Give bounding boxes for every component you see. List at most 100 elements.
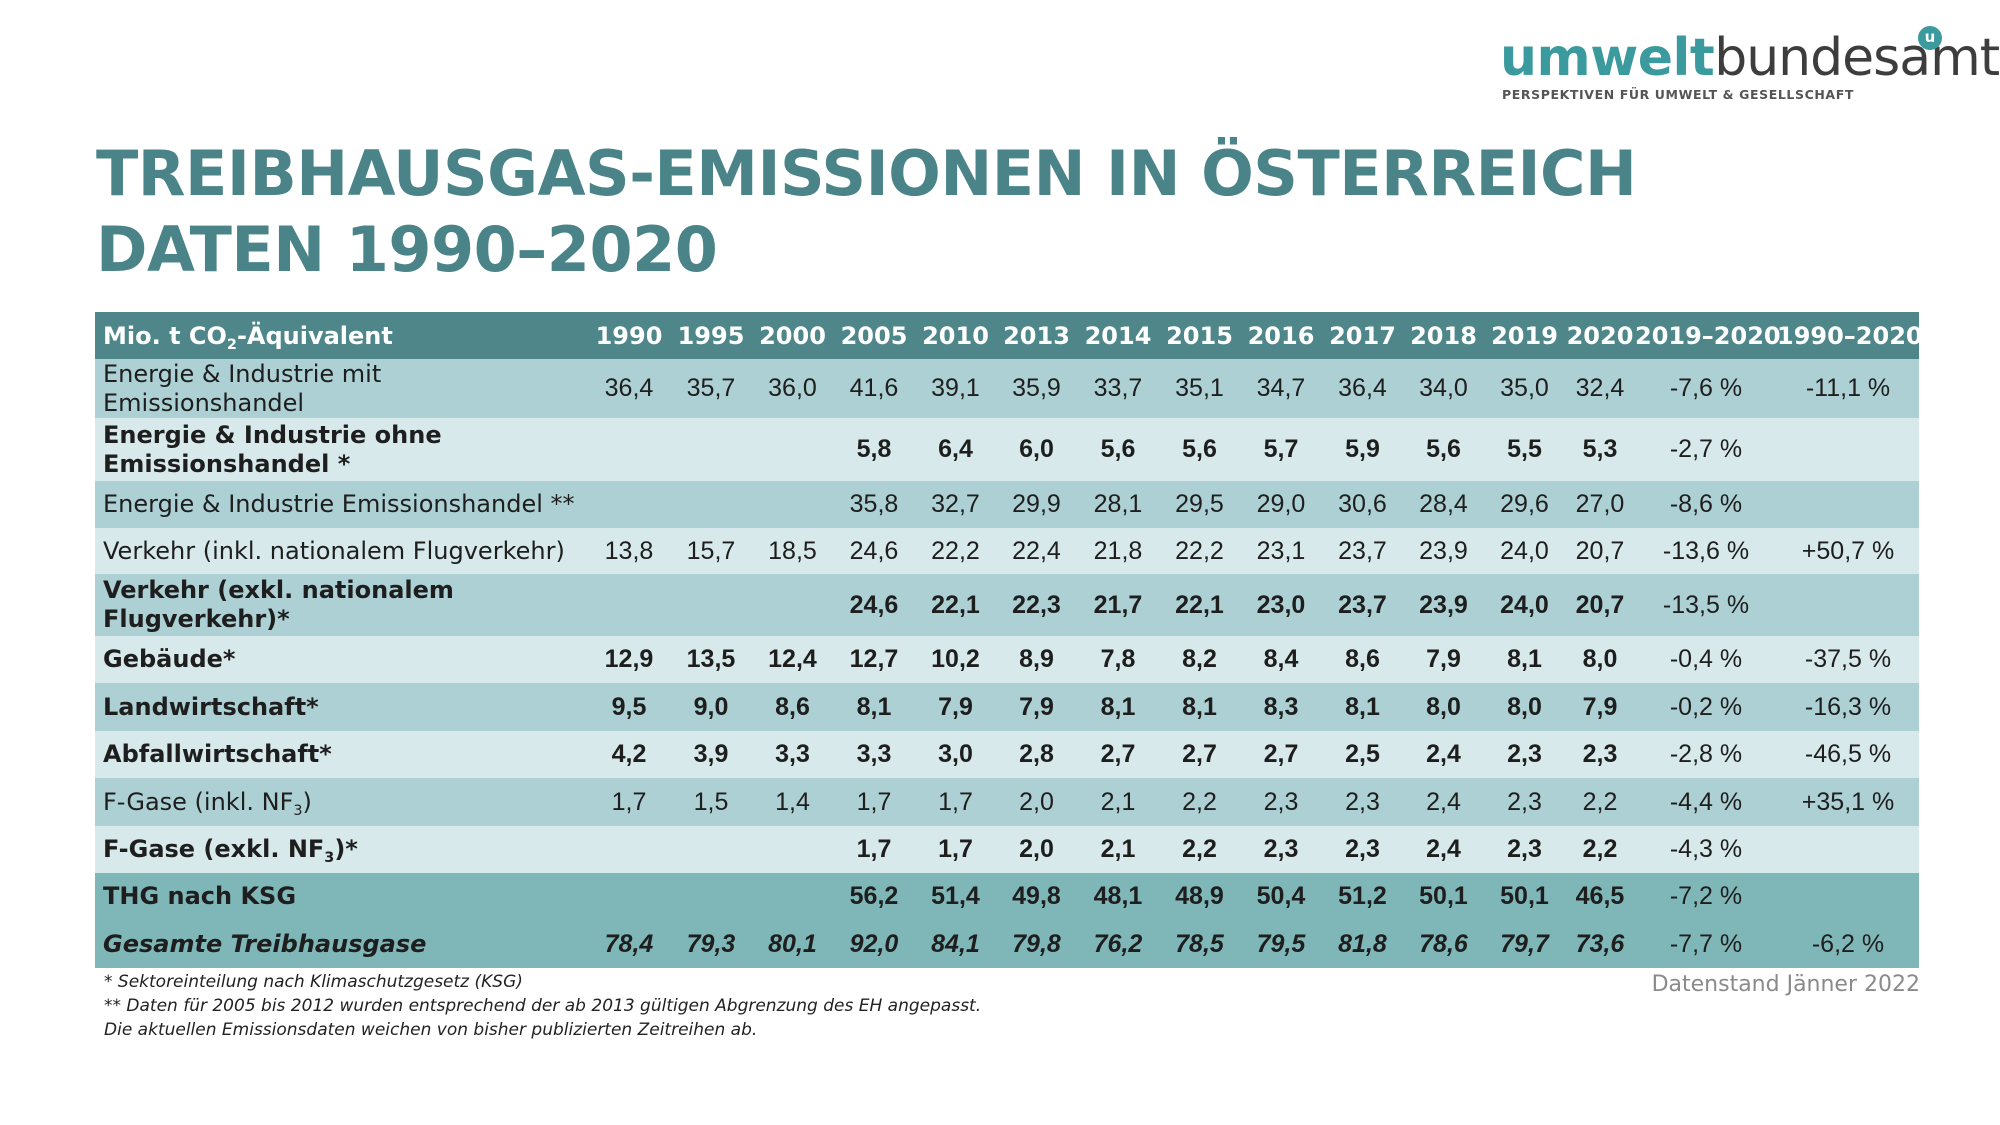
value-cell: 79,5: [1240, 920, 1322, 968]
change-cell: -7,6 %: [1635, 359, 1777, 418]
row-label: Abfallwirtschaft*: [95, 731, 588, 778]
value-cell: [670, 418, 752, 481]
value-cell: 27,0: [1565, 481, 1635, 528]
value-cell: 51,2: [1322, 873, 1403, 920]
value-cell: 28,4: [1403, 481, 1484, 528]
value-cell: 2,4: [1403, 731, 1484, 778]
table-header-row: Mio. t CO2-Äquivalent 1990 1995 2000 2005 20…: [95, 312, 1923, 359]
value-cell: 23,0: [1240, 574, 1322, 636]
value-cell: 32,7: [915, 481, 996, 528]
change-cell: -0,2 %: [1635, 683, 1777, 731]
value-cell: 22,4: [996, 528, 1077, 574]
value-cell: [588, 826, 670, 873]
value-cell: 2,4: [1403, 826, 1484, 873]
value-cell: [670, 481, 752, 528]
value-cell: 12,4: [752, 636, 833, 683]
value-cell: 8,0: [1484, 683, 1565, 731]
change-cell: [1777, 873, 1919, 920]
value-cell: 3,3: [752, 731, 833, 778]
row-label: F-Gase (inkl. NF3): [95, 778, 588, 826]
change-cell: -11,1 %: [1777, 359, 1919, 418]
change-cell: -13,6 %: [1635, 528, 1777, 574]
value-cell: 13,5: [670, 636, 752, 683]
value-cell: 4,2: [588, 731, 670, 778]
value-cell: 23,1: [1240, 528, 1322, 574]
value-cell: 2,2: [1565, 826, 1635, 873]
row-label: Energie & Industrie Emissionshandel **: [95, 481, 588, 528]
change-cell: -0,4 %: [1635, 636, 1777, 683]
footnotes: * Sektoreinteilung nach Klimaschutzgeset…: [104, 970, 981, 1042]
value-cell: 2,3: [1322, 826, 1403, 873]
value-cell: [752, 574, 833, 636]
change-cell: -7,2 %: [1635, 873, 1777, 920]
value-cell: 1,7: [833, 778, 915, 826]
value-cell: 46,5: [1565, 873, 1635, 920]
value-cell: 22,2: [915, 528, 996, 574]
value-cell: 23,9: [1403, 574, 1484, 636]
value-cell: 1,7: [915, 826, 996, 873]
logo-wordmark: umweltbundesamt: [1500, 28, 2000, 88]
value-cell: 18,5: [752, 528, 833, 574]
value-cell: 2,3: [1240, 826, 1322, 873]
value-cell: [752, 481, 833, 528]
logo-u-circle-icon: u: [1918, 26, 1942, 50]
value-cell: 8,0: [1565, 636, 1635, 683]
title-line-2: DATEN 1990–2020: [96, 213, 718, 286]
value-cell: 22,2: [1159, 528, 1240, 574]
value-cell: 2,5: [1322, 731, 1403, 778]
column-header: 2016: [1240, 312, 1322, 359]
value-cell: 7,9: [1565, 683, 1635, 731]
table-row: Verkehr (inkl. nationalem Flugverkehr) 13…: [95, 528, 1919, 574]
value-cell: 8,1: [1484, 636, 1565, 683]
column-header: 2013: [996, 312, 1077, 359]
value-cell: 15,7: [670, 528, 752, 574]
change-cell: -6,2 %: [1777, 920, 1919, 968]
value-cell: 2,7: [1240, 731, 1322, 778]
value-cell: 34,7: [1240, 359, 1322, 418]
value-cell: 48,9: [1159, 873, 1240, 920]
column-header: 2010: [915, 312, 996, 359]
value-cell: 32,4: [1565, 359, 1635, 418]
change-cell: [1777, 481, 1919, 528]
value-cell: 50,1: [1484, 873, 1565, 920]
value-cell: 1,7: [915, 778, 996, 826]
value-cell: 41,6: [833, 359, 915, 418]
value-cell: 78,6: [1403, 920, 1484, 968]
logo-tagline: PERSPEKTIVEN FÜR UMWELT & GESELLSCHAFT: [1502, 87, 1854, 102]
value-cell: 33,7: [1077, 359, 1159, 418]
change-cell: [1777, 418, 1919, 481]
value-cell: 78,4: [588, 920, 670, 968]
value-cell: 79,8: [996, 920, 1077, 968]
row-label: Energie & Industrie ohne Emissionshandel…: [95, 418, 588, 481]
column-header: 1990: [588, 312, 670, 359]
value-cell: 2,0: [996, 778, 1077, 826]
column-header: 2020: [1565, 312, 1635, 359]
value-cell: 5,6: [1159, 418, 1240, 481]
value-cell: 12,7: [833, 636, 915, 683]
value-cell: 35,7: [670, 359, 752, 418]
value-cell: 2,3: [1240, 778, 1322, 826]
change-cell: [1777, 574, 1919, 636]
value-cell: 12,9: [588, 636, 670, 683]
value-cell: 2,7: [1159, 731, 1240, 778]
value-cell: 8,3: [1240, 683, 1322, 731]
change-cell: -16,3 %: [1777, 683, 1919, 731]
row-label: F-Gase (exkl. NF3)*: [95, 826, 588, 873]
value-cell: 73,6: [1565, 920, 1635, 968]
value-cell: [670, 574, 752, 636]
change-cell: +50,7 %: [1777, 528, 1919, 574]
change-cell: -7,7 %: [1635, 920, 1777, 968]
value-cell: 36,0: [752, 359, 833, 418]
value-cell: [752, 873, 833, 920]
value-cell: 3,9: [670, 731, 752, 778]
value-cell: 7,8: [1077, 636, 1159, 683]
value-cell: [670, 826, 752, 873]
footnote-3: Die aktuellen Emissionsdaten weichen von…: [104, 1020, 758, 1040]
table-row: F-Gase (exkl. NF3)* 1,7 1,7 2,0 2,1 2,2 2,3 2,3…: [95, 826, 1919, 873]
table-row: THG nach KSG 56,2 51,4 49,8 48,1 48,9 50,4 51,2…: [95, 873, 1919, 920]
value-cell: [588, 418, 670, 481]
change-cell: [1777, 826, 1919, 873]
change-cell: -4,4 %: [1635, 778, 1777, 826]
table-row: Energie & Industrie mit Emissionshandel 3…: [95, 359, 1919, 418]
value-cell: 2,3: [1484, 778, 1565, 826]
